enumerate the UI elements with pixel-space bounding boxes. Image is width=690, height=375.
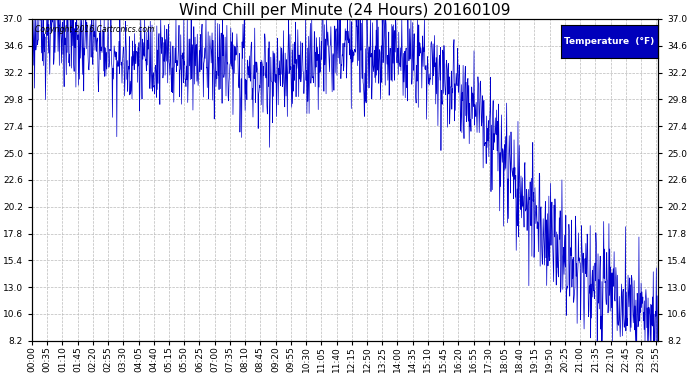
Title: Wind Chill per Minute (24 Hours) 20160109: Wind Chill per Minute (24 Hours) 2016010… (179, 3, 511, 18)
Text: Copyright 2016 Cartronics.com: Copyright 2016 Cartronics.com (35, 26, 155, 34)
